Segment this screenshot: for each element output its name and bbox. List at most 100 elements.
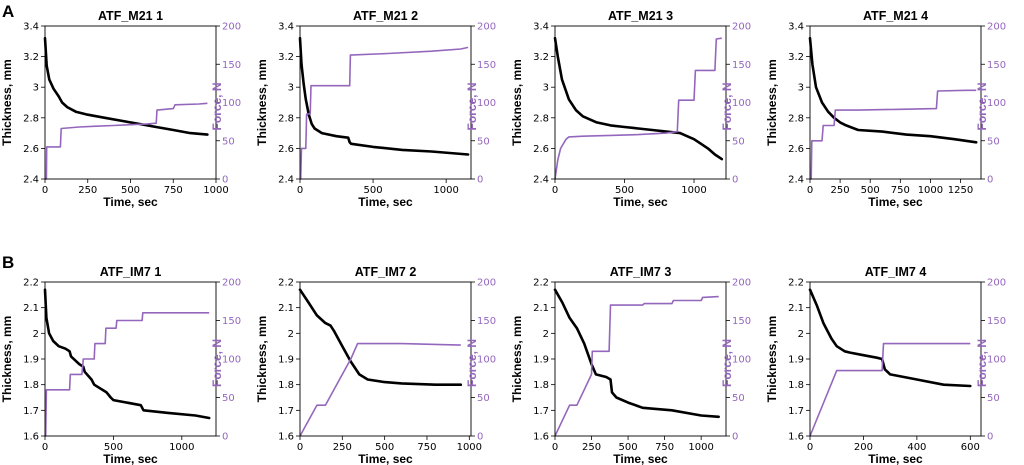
x-tick-label: 0 xyxy=(552,185,558,196)
thickness-series-line xyxy=(808,36,978,144)
y2-tick-label: 0 xyxy=(732,432,738,443)
x-axis-label: Time, sec xyxy=(613,452,668,465)
chart-title: ATF_M21 1 xyxy=(98,9,163,23)
plot-frame xyxy=(809,25,982,180)
x-tick-label: 0 xyxy=(297,185,303,196)
y2-tick-label: 150 xyxy=(477,316,496,327)
y-tick-label: 2.4 xyxy=(278,175,294,186)
y2-tick-label: 50 xyxy=(477,393,490,404)
y2-tick-label: 0 xyxy=(222,175,228,186)
y-tick-label: 1.7 xyxy=(788,406,804,417)
y-tick-label: 2.2 xyxy=(788,278,804,289)
x-axis-label: Time, sec xyxy=(613,195,668,209)
x-tick-label: 1000 xyxy=(169,442,194,453)
x-tick-label: 250 xyxy=(831,185,850,196)
y-tick-label: 2.1 xyxy=(23,303,39,314)
x-tick-label: 0 xyxy=(807,185,813,196)
y-tick-label: 3 xyxy=(288,83,294,94)
y2-tick-label: 150 xyxy=(222,316,241,327)
y2-tick-label: 150 xyxy=(222,60,241,71)
x-tick-label: 750 xyxy=(655,442,674,453)
y2-tick-label: 0 xyxy=(987,432,993,443)
y-tick-label: 3.4 xyxy=(23,22,39,33)
panel-label-a: A xyxy=(2,2,14,21)
thickness-series-line xyxy=(298,288,463,387)
y-tick-label: 2.8 xyxy=(788,113,804,124)
x-tick-label: 1000 xyxy=(203,185,228,196)
y-tick-label: 1.9 xyxy=(278,355,294,366)
y2-tick-label: 100 xyxy=(222,355,241,366)
y-tick-label: 3.2 xyxy=(788,52,804,63)
y-tick-label: 1.7 xyxy=(23,406,39,417)
x-tick-label: 1000 xyxy=(433,185,458,196)
y-tick-label: 1.9 xyxy=(23,355,39,366)
x-axis-label: Time, sec xyxy=(868,452,923,465)
plot-frame xyxy=(809,281,982,437)
y-tick-label: 1.6 xyxy=(23,432,39,443)
x-tick-label: 500 xyxy=(364,185,383,196)
x-tick-label: 500 xyxy=(615,185,634,196)
chart-title: ATF_IM7 2 xyxy=(355,265,417,279)
x-tick-label: 1000 xyxy=(457,442,482,453)
y2-tick-label: 150 xyxy=(987,60,1006,71)
thickness-series-line xyxy=(298,36,470,156)
x-tick-label: 1000 xyxy=(688,442,713,453)
y-tick-label: 1.7 xyxy=(533,406,549,417)
chart-title: ATF_M21 2 xyxy=(353,9,418,23)
thickness-series-line xyxy=(43,288,211,420)
y2-tick-label: 150 xyxy=(987,316,1006,327)
chart-title: ATF_IM7 4 xyxy=(865,265,927,279)
y-tick-label: 2.6 xyxy=(533,144,549,155)
y2-tick-label: 50 xyxy=(222,136,235,147)
x-tick-label: 500 xyxy=(375,442,394,453)
y-tick-label: 1.9 xyxy=(788,355,804,366)
force-series-line xyxy=(299,46,469,180)
y-tick-label: 2.4 xyxy=(23,175,39,186)
chart-5: 0 500 1000 1.6 1.7 1.8 1.9 2 2.1 2.2 0 50 100 150 200 A… xyxy=(0,265,241,465)
force-series-line xyxy=(554,37,722,180)
y-axis-label: Thickness, mm xyxy=(510,316,524,403)
y2-tick-label: 200 xyxy=(732,22,751,33)
y2-tick-label: 100 xyxy=(222,98,241,109)
y-axis-label: Thickness, mm xyxy=(510,59,524,146)
plot-frame xyxy=(299,281,472,437)
y-tick-label: 3.4 xyxy=(278,22,294,33)
charts-container: 0 250 500 750 10002.42.62.833.23.40501001502… xyxy=(0,9,1006,465)
y-tick-label: 3.2 xyxy=(533,52,549,63)
y2-tick-label: 0 xyxy=(477,432,483,443)
chart-3: 0 500 1000 2.4 2.6 2.8 3 3.2 3.4 0 50 100 150 200 ATF_… xyxy=(510,9,751,209)
x-axis-label: Time, sec xyxy=(103,195,158,209)
y2-tick-label: 200 xyxy=(477,22,496,33)
x-tick-label: 600 xyxy=(961,442,980,453)
y-tick-label: 2.8 xyxy=(533,113,549,124)
y2-axis-label: Force, N xyxy=(975,339,989,387)
x-axis-label: Time, sec xyxy=(103,452,158,465)
y2-axis-label: Force, N xyxy=(210,82,224,130)
y-tick-label: 2.6 xyxy=(278,144,294,155)
y2-axis-label: Force, N xyxy=(720,82,734,130)
y2-tick-label: 50 xyxy=(222,393,235,404)
x-tick-label: 0 xyxy=(297,442,303,453)
y-axis-label: Thickness, mm xyxy=(0,316,14,403)
force-series-line xyxy=(45,102,208,180)
thickness-series-line xyxy=(553,288,721,419)
y2-tick-label: 50 xyxy=(987,393,1000,404)
y-tick-label: 2.8 xyxy=(23,113,39,124)
x-tick-label: 0 xyxy=(552,442,558,453)
y2-axis-label: Force, N xyxy=(465,82,479,130)
y2-tick-label: 200 xyxy=(222,22,241,33)
y2-tick-label: 50 xyxy=(477,136,490,147)
y2-tick-label: 100 xyxy=(987,98,1006,109)
x-tick-label: 500 xyxy=(121,185,140,196)
x-tick-label: 400 xyxy=(907,442,926,453)
x-tick-label: 1000 xyxy=(681,185,706,196)
x-tick-label: 250 xyxy=(78,185,97,196)
y-tick-label: 2 xyxy=(798,329,804,340)
y2-axis-label: Force, N xyxy=(465,339,479,387)
y2-axis-label: Force, N xyxy=(720,339,734,387)
x-tick-label: 500 xyxy=(104,442,123,453)
y-axis-label: Thickness, mm xyxy=(255,59,269,146)
x-tick-label: 750 xyxy=(164,185,183,196)
plot-frame xyxy=(299,25,472,180)
y2-tick-label: 100 xyxy=(732,98,751,109)
